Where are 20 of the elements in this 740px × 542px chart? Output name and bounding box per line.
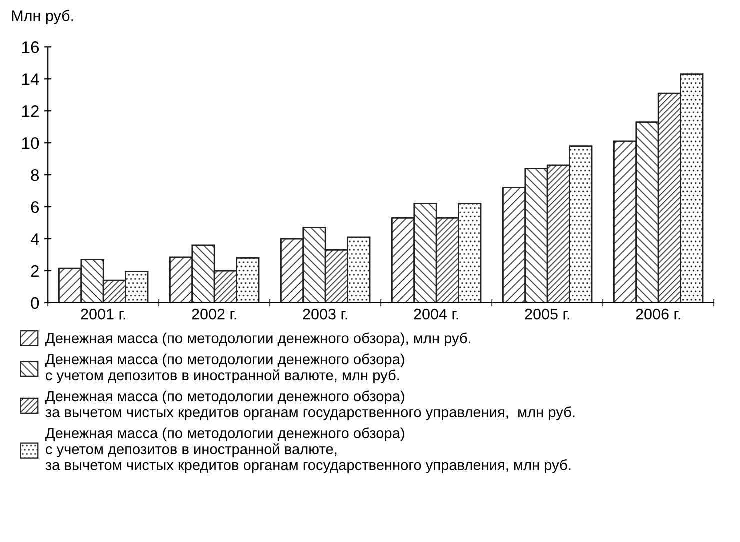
y-tick-label: 14 bbox=[22, 74, 40, 86]
x-tick-label: 2002 г. bbox=[192, 308, 236, 320]
legend-label: Денежная масса (по методологии денежного обзора) за вычетом чистых кредитов органам государственного управления, млн руб. bbox=[46, 390, 575, 420]
y-tick-label: 0 bbox=[31, 297, 40, 310]
y-tick-label: 8 bbox=[31, 169, 40, 182]
x-tick-label: 2004 г. bbox=[414, 308, 458, 320]
y-tick-label: 10 bbox=[22, 137, 40, 150]
y-tick-label: 6 bbox=[31, 201, 40, 214]
y-tick-label: 2 bbox=[31, 265, 39, 278]
y-tick-label: 4 bbox=[30, 234, 40, 246]
x-tick-label: 2005 г. bbox=[525, 308, 570, 320]
y-tick-label: 12 bbox=[22, 106, 39, 118]
x-tick-label: 2003 г. bbox=[303, 308, 348, 320]
y-axis-title: Млн руб. bbox=[12, 10, 74, 24]
x-tick-label: 2001 г. bbox=[81, 308, 126, 320]
x-tick-label: 2006 г. bbox=[636, 308, 680, 320]
legend-label: Денежная масса (по методологии денежного обзора), млн руб. bbox=[46, 332, 471, 346]
legend-label: Денежная масса (по методологии денежного обзора) с учетом депозитов в иностранной валюте, млн руб. bbox=[46, 354, 404, 384]
y-tick-label: 16 bbox=[22, 42, 40, 54]
legend-label: Денежная масса (по методологии денежного обзора) с учетом депозитов в иностранной валюте, за вычетом чистых кредитов органам государственного управления, млн руб. bbox=[46, 428, 571, 474]
